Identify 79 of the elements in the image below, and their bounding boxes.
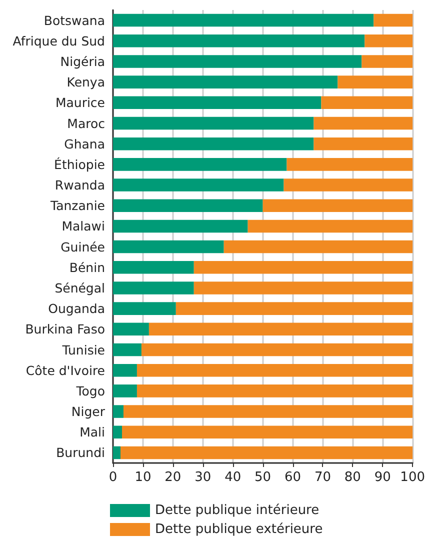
bar — [113, 116, 314, 130]
x-tick-label: 20 — [164, 470, 182, 485]
y-tick-label: Tanzanie — [50, 198, 106, 214]
y-tick-label: Rwanda — [54, 178, 105, 193]
y-tick-label: Côte d'Ivoire — [26, 362, 106, 378]
y-tick-label: Burundi — [56, 445, 105, 460]
x-tick-label: 60 — [284, 470, 302, 485]
bar — [136, 384, 413, 398]
bar — [113, 14, 374, 27]
y-tick-label: Ghana — [64, 136, 105, 152]
y-tick-label: Éthiopie — [54, 156, 106, 172]
bar — [248, 220, 413, 233]
x-tick-label: 10 — [134, 470, 152, 485]
bar — [122, 426, 413, 438]
legend-label: Dette publique extérieure — [155, 522, 323, 537]
bar — [141, 343, 413, 356]
y-tick-label: Maroc — [67, 116, 106, 131]
y-tick-label: Malawi — [62, 218, 105, 234]
bar — [113, 446, 120, 460]
bar — [113, 220, 248, 233]
y-tick-label: Nigéria — [60, 54, 105, 69]
bar — [113, 96, 322, 110]
x-tick-label: 40 — [224, 470, 242, 485]
bar — [113, 322, 149, 336]
bar — [113, 261, 194, 274]
bar — [113, 384, 137, 398]
bar — [113, 34, 365, 48]
x-tick-label: 30 — [194, 470, 212, 485]
bar — [113, 137, 314, 150]
bar — [338, 76, 413, 88]
x-tick-label: 90 — [374, 470, 391, 485]
bar — [136, 364, 413, 377]
bar — [113, 76, 338, 88]
y-tick-label: Togo — [75, 383, 105, 398]
bar — [262, 199, 413, 212]
legend-label: Dette publique intérieure — [155, 503, 320, 518]
bar — [284, 178, 413, 192]
x-tick-label: 80 — [344, 470, 361, 485]
bar — [113, 364, 137, 377]
bar — [148, 322, 413, 336]
bar — [314, 137, 413, 150]
bar — [113, 405, 124, 418]
bar — [113, 343, 142, 356]
y-tick-label: Bénin — [69, 260, 105, 275]
bar — [123, 405, 413, 418]
y-tick-label: Burkina Faso — [25, 322, 105, 337]
y-tick-label: Maurice — [55, 95, 106, 110]
bar — [120, 446, 413, 460]
x-tick-label: 100 — [400, 470, 426, 485]
bar — [194, 282, 413, 294]
bar — [113, 302, 176, 315]
bar — [176, 302, 413, 315]
y-tick-label: Niger — [71, 404, 106, 420]
y-tick-label: Botswana — [44, 12, 105, 28]
bar — [113, 178, 284, 192]
x-tick-label: 50 — [254, 470, 272, 485]
y-tick-label: Guinée — [60, 239, 106, 254]
y-tick-label: Ouganda — [48, 301, 105, 316]
y-tick-label: Afrique du Sud — [12, 33, 105, 48]
bar — [321, 96, 413, 110]
y-tick-label: Mali — [80, 424, 105, 440]
y-tick-label: Tunisie — [61, 342, 106, 358]
x-tick-label: 70 — [314, 470, 331, 485]
bar — [314, 116, 413, 130]
bar — [194, 261, 413, 274]
bar — [113, 240, 224, 254]
bar — [113, 426, 122, 438]
x-tick-label: 0 — [108, 470, 118, 485]
bar — [286, 158, 413, 171]
y-tick-label: Sénégal — [54, 280, 105, 296]
bar — [113, 282, 194, 294]
bar — [113, 158, 287, 171]
bar — [113, 199, 263, 212]
bar — [224, 240, 413, 254]
bar — [362, 55, 413, 68]
bar — [364, 34, 413, 48]
bar — [374, 14, 413, 27]
y-tick-label: Kenya — [66, 74, 105, 90]
bar — [113, 55, 362, 68]
